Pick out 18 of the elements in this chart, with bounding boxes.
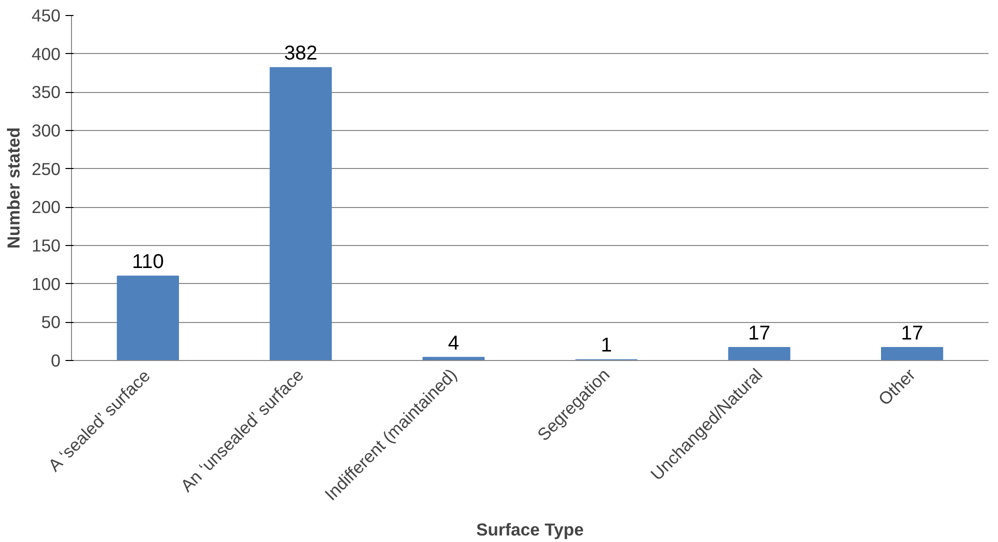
y-tick-label: 450 — [32, 6, 61, 26]
y-tick-label: 0 — [50, 350, 61, 370]
data-label: 17 — [748, 322, 770, 344]
y-tick-label: 300 — [32, 120, 61, 140]
x-axis-title: Surface Type — [476, 519, 584, 540]
data-label: 4 — [448, 332, 460, 354]
y-tick-label: 150 — [32, 236, 61, 256]
y-tick-label: 400 — [32, 44, 61, 64]
data-label: 382 — [284, 42, 318, 65]
data-label: 1 — [600, 334, 612, 357]
y-axis-title: Number stated — [4, 127, 24, 249]
y-tick-label: 200 — [32, 197, 61, 218]
y-tick-label: 350 — [32, 82, 61, 102]
y-tick-label: 100 — [32, 274, 61, 294]
data-label: 17 — [900, 322, 924, 344]
y-tick-label: 250 — [32, 158, 61, 179]
y-tick-label: 50 — [41, 312, 61, 332]
data-label: 110 — [132, 251, 164, 274]
